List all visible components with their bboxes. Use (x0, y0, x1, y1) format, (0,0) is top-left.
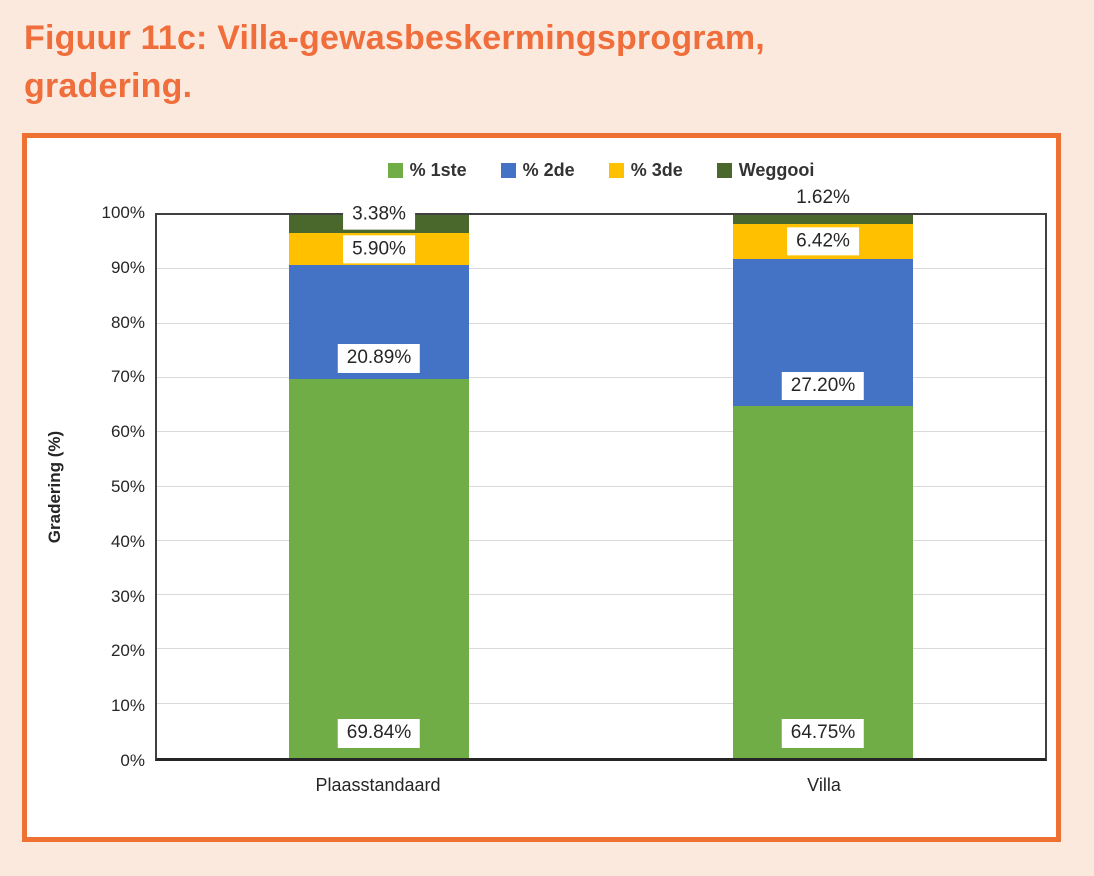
chart-legend: % 1ste % 2de % 3de Weggooi (155, 160, 1047, 181)
legend-swatch-icon (387, 163, 403, 178)
x-category-label: Plaasstandaard (315, 775, 441, 795)
y-tick-label: 50% (110, 477, 145, 496)
y-tick-label: 80% (110, 312, 145, 332)
segment-1ste (289, 378, 469, 758)
gridline (157, 268, 1045, 270)
y-tick-label: 70% (110, 367, 145, 387)
legend-label: % 2de (522, 160, 575, 180)
segment-weggooi (733, 215, 913, 224)
chart-panel: % 1ste% 2de% 3de Weggooi Gradering (%) 0%… (22, 133, 1061, 842)
legend-swatch-icon (500, 163, 516, 178)
y-axis-ticks: 0% 10% 20% 30% 40% 50% 60% 70% 80% 90% 100% (45, 203, 145, 770)
legend-item: % 1ste (387, 160, 467, 181)
gridline (157, 431, 1045, 433)
gridline (157, 539, 1045, 541)
x-category-label: Villa (807, 775, 841, 795)
y-tick-label: 20% (110, 641, 145, 661)
legend-item: % 3de (608, 160, 683, 181)
legend-label: % 3de (630, 160, 683, 180)
gridline (157, 485, 1045, 487)
bar-plaasstandaard: 69.84% 20.89% 5.90% 3.38% (289, 200, 469, 758)
gridline (157, 702, 1045, 704)
data-label: 64.75% (781, 719, 865, 748)
page-title: Figuur 11c: Villa-gewasbeskermingsprogra… (24, 19, 765, 106)
legend-swatch-icon (608, 163, 624, 178)
y-tick-label: 40% (110, 531, 145, 551)
y-tick-label: 0% (120, 751, 145, 770)
y-tick-label: 60% (110, 422, 145, 442)
y-tick-label: 100% (101, 203, 145, 222)
y-tick-label: 10% (110, 696, 145, 716)
data-label: 27.20% (781, 371, 865, 401)
data-label: 3.38% (343, 200, 415, 230)
gridline (157, 648, 1045, 650)
data-label: 1.62% (787, 184, 859, 213)
y-tick-label: 90% (110, 257, 145, 277)
legend-swatch-icon (716, 163, 732, 178)
legend-item: Weggooi (716, 160, 815, 181)
legend-item: % 2de (500, 160, 575, 181)
bar-villa: 64.75% 27.20% 6.42% 1.62% (733, 184, 913, 758)
segment-1ste (733, 406, 913, 758)
plot-area: 69.84% 20.89% 5.90% 3.38% 64.75% 27.20% 6.42% 1… (155, 184, 1047, 761)
data-label: 69.84% (337, 719, 421, 748)
x-axis-labels: Plaasstandaard Villa (155, 775, 1047, 805)
data-label: 5.90% (343, 234, 415, 264)
y-tick-label: 30% (110, 586, 145, 606)
gridline (157, 322, 1045, 324)
gridline (157, 376, 1045, 378)
legend-label: % 1ste (409, 160, 467, 180)
legend-label: Weggooi (738, 160, 815, 180)
data-label: 6.42% (787, 226, 859, 256)
data-label: 20.89% (337, 344, 421, 373)
gridline (157, 594, 1045, 596)
